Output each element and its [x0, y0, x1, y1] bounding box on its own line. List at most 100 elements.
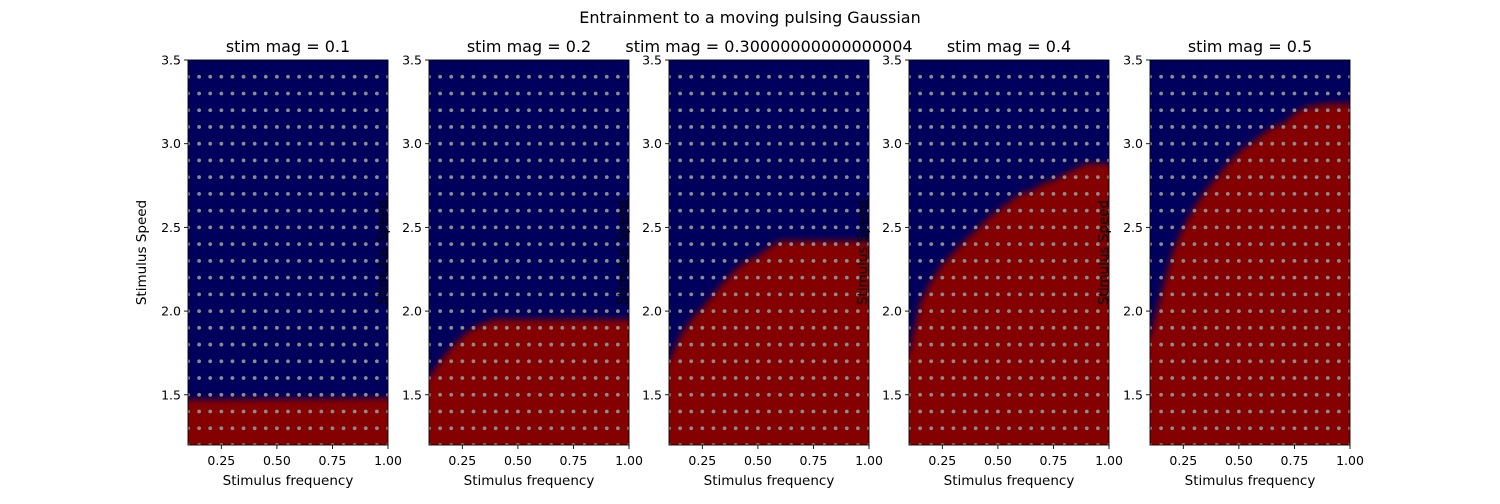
- sample-point: [1051, 359, 1056, 364]
- sample-point: [1159, 443, 1164, 445]
- sample-point: [962, 426, 967, 431]
- sample-point: [1336, 292, 1341, 297]
- sample-point: [1325, 359, 1330, 364]
- sample-point: [252, 108, 257, 113]
- sample-point: [722, 108, 727, 113]
- sample-point: [700, 325, 705, 330]
- sample-point: [593, 74, 598, 79]
- sample-point: [1325, 426, 1330, 431]
- sample-point: [940, 275, 945, 280]
- sample-point: [297, 242, 302, 247]
- sample-point: [722, 125, 727, 129]
- y-tick-label: 1.5: [882, 387, 902, 402]
- sample-point: [1159, 192, 1164, 196]
- sample-point: [504, 74, 509, 79]
- sample-point: [867, 74, 869, 79]
- sample-point: [308, 359, 313, 364]
- sample-point: [1203, 392, 1208, 397]
- sample-point: [241, 426, 246, 431]
- sample-point: [767, 91, 771, 96]
- sample-point: [951, 141, 956, 146]
- sample-point: [867, 392, 869, 397]
- sample-point: [1314, 125, 1319, 129]
- sample-point: [1029, 125, 1034, 129]
- sample-point: [604, 208, 609, 213]
- sample-point: [1314, 325, 1319, 330]
- sample-point: [700, 292, 705, 297]
- sample-point: [493, 309, 498, 313]
- sample-point: [582, 141, 587, 146]
- sample-point: [1259, 443, 1264, 445]
- sample-point: [297, 225, 302, 230]
- sample-point: [811, 91, 816, 96]
- sample-point: [538, 325, 543, 330]
- sample-point: [1007, 342, 1011, 347]
- sample-point: [973, 141, 978, 146]
- sample-point: [1192, 141, 1197, 146]
- sample-point: [482, 225, 487, 230]
- sample-point: [1314, 359, 1319, 364]
- sample-point: [1170, 443, 1175, 445]
- sample-point: [744, 141, 749, 146]
- sample-point: [833, 258, 838, 263]
- sample-point: [560, 108, 565, 113]
- sample-point: [1336, 208, 1341, 213]
- sample-point: [549, 175, 554, 180]
- y-tick-label: 1.5: [642, 387, 662, 402]
- sample-point: [984, 342, 989, 347]
- sample-point: [197, 359, 202, 364]
- sample-point: [615, 325, 620, 330]
- sample-point: [909, 426, 911, 431]
- sample-point: [386, 258, 388, 263]
- sample-point: [1073, 292, 1078, 297]
- sample-point: [833, 359, 838, 364]
- x-axis-label: Stimulus frequency: [1185, 473, 1316, 489]
- sample-point: [1181, 225, 1186, 230]
- sample-point: [319, 225, 324, 230]
- sample-point: [538, 258, 543, 263]
- sample-point: [678, 258, 683, 263]
- sample-point: [1150, 275, 1152, 280]
- sample-point: [330, 242, 335, 247]
- sample-point: [515, 225, 520, 230]
- sample-point: [593, 409, 598, 414]
- sample-point: [678, 91, 683, 96]
- sample-point: [733, 292, 738, 297]
- sample-point: [733, 125, 738, 129]
- sample-point: [789, 359, 794, 364]
- sample-point: [1084, 359, 1089, 364]
- sample-point: [1236, 392, 1241, 397]
- sample-point: [571, 409, 576, 414]
- sample-point: [482, 141, 487, 146]
- sample-point: [1150, 108, 1152, 113]
- sample-point: [429, 376, 431, 380]
- sample-point: [995, 91, 1000, 96]
- sample-point: [844, 141, 849, 146]
- sample-point: [1095, 443, 1100, 445]
- sample-point: [252, 125, 257, 129]
- sample-point: [627, 443, 629, 445]
- sample-point: [352, 359, 357, 364]
- sample-point: [951, 158, 956, 163]
- sample-point: [219, 74, 224, 79]
- sample-point: [711, 409, 716, 414]
- region-entrained: [188, 398, 388, 445]
- sample-point: [297, 376, 302, 380]
- sample-point: [330, 208, 335, 213]
- sample-point: [800, 158, 805, 163]
- sample-point: [593, 309, 598, 313]
- sample-point: [909, 225, 911, 230]
- sample-point: [1095, 158, 1100, 163]
- sample-point: [678, 74, 683, 79]
- sample-point: [374, 74, 379, 79]
- sample-point: [615, 359, 620, 364]
- sample-point: [767, 325, 771, 330]
- sample-point: [504, 125, 509, 129]
- sample-point: [319, 258, 324, 263]
- sample-point: [1150, 192, 1152, 196]
- sample-point: [386, 443, 388, 445]
- sample-point: [1248, 342, 1252, 347]
- y-tick-label: 3.0: [642, 136, 662, 151]
- sample-point: [208, 125, 213, 129]
- sample-point: [1336, 108, 1341, 113]
